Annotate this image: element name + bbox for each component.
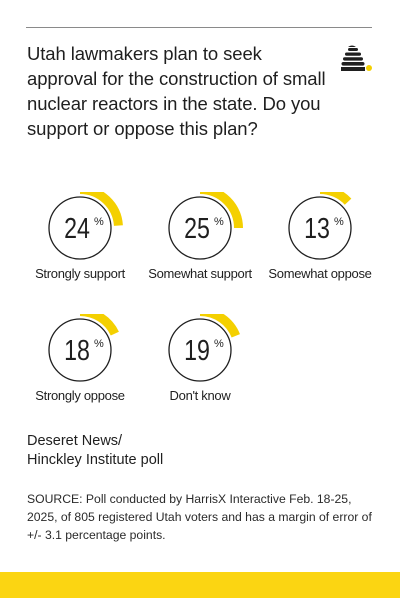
percent-arc <box>199 192 243 229</box>
percent-sign: % <box>94 338 104 350</box>
ring-tile: 25% Somewhat support <box>140 192 260 292</box>
percent-arc <box>79 192 123 227</box>
percent-value: 19 <box>184 333 210 366</box>
ring-label: Somewhat support <box>148 266 252 281</box>
top-divider <box>26 27 372 28</box>
ring-outline <box>168 318 232 382</box>
ring-outline <box>168 196 232 260</box>
ring-outline <box>48 196 112 260</box>
ring-label: Don't know <box>169 388 231 403</box>
ring-label: Strongly oppose <box>35 388 125 403</box>
percent-sign: % <box>214 338 224 350</box>
source-note: SOURCE: Poll conducted by HarrisX Intera… <box>27 492 372 542</box>
ring-outline <box>288 196 352 260</box>
ring-label: Somewhat oppose <box>268 266 372 281</box>
percent-sign: % <box>334 216 344 228</box>
percent-arc <box>319 192 352 205</box>
beehive-icon <box>341 45 372 71</box>
percent-value: 24 <box>64 211 90 244</box>
ring-tile: 18% Strongly oppose <box>20 314 140 414</box>
percent-value: 13 <box>304 211 330 244</box>
percent-value: 18 <box>64 333 90 366</box>
percent-sign: % <box>214 216 224 228</box>
source-title: Deseret News/ Hinckley Institute poll <box>27 432 163 470</box>
ring-tile: 24% Strongly support <box>20 192 140 292</box>
ring-graphic: 18% <box>48 314 119 382</box>
ring-graphic: 19% <box>168 314 240 382</box>
percent-rings: 24% Strongly support 25% Somewhat support 13… <box>20 192 380 414</box>
ring-graphic: 13% <box>288 192 352 260</box>
percent-arc <box>199 314 240 338</box>
percent-value: 25 <box>184 211 210 244</box>
ring-graphic: 25% <box>168 192 243 260</box>
source-title-line: Hinckley Institute poll <box>27 452 164 468</box>
ring-tile: 13% Somewhat oppose <box>260 192 380 292</box>
bottom-accent-band <box>0 572 400 598</box>
chart-question: Utah lawmakers plan to seek approval for… <box>27 43 326 139</box>
percent-arc <box>79 314 119 336</box>
ring-tile: 19% Don't know <box>140 314 260 414</box>
source-title-line: Deseret News/ <box>27 433 123 449</box>
ring-label: Strongly support <box>35 266 125 281</box>
ring-outline <box>48 318 112 382</box>
percent-sign: % <box>94 216 104 228</box>
ring-graphic: 24% <box>48 192 123 260</box>
